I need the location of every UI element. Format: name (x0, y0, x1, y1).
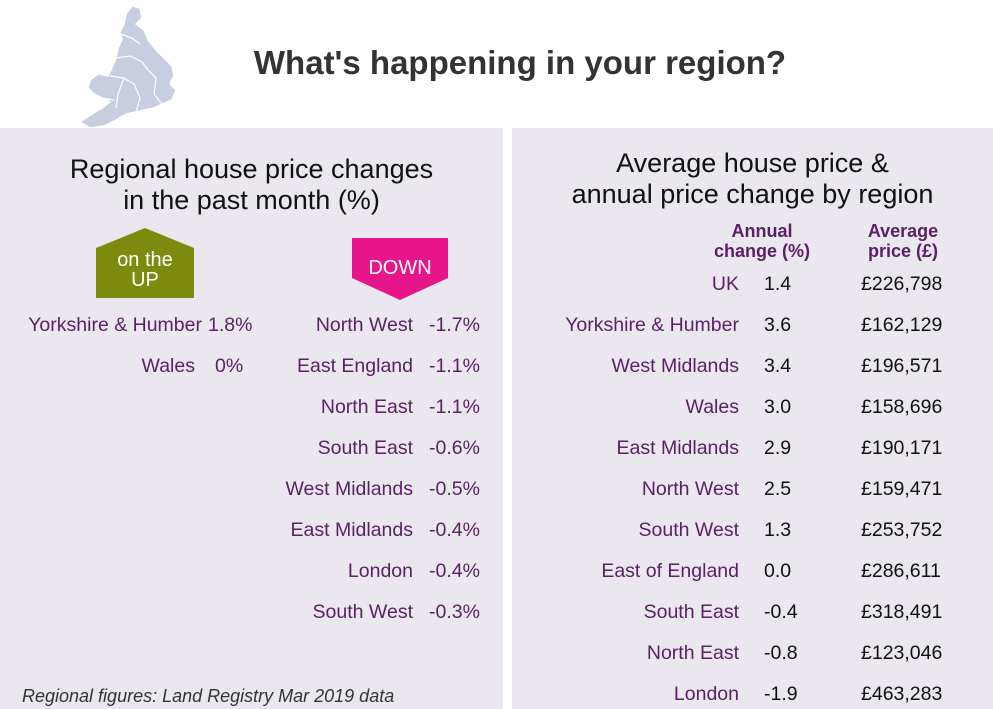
down-row: South West -0.3% (0, 601, 503, 625)
up-row-value: 1.8% (208, 314, 253, 336)
table-row-region: North West (641, 478, 739, 500)
table-row: South East -0.4 £318,491 (512, 601, 993, 625)
page-title: What's happening in your region? (253, 44, 787, 81)
annual-change-title-line1: Average house price & (616, 148, 889, 178)
table-row-average-price: £196,571 (861, 355, 943, 377)
table-row-region: Yorkshire & Humber (565, 314, 739, 336)
monthly-change-title-line1: Regional house price changes (69, 154, 434, 184)
table-row-average-price: £463,283 (861, 683, 943, 705)
table-row: South West 1.3 £253,752 (512, 519, 993, 543)
annual-header-line1: Annual (731, 221, 793, 241)
table-row-average-price: £286,611 (861, 560, 941, 582)
down-row: West Midlands -0.5% (0, 478, 503, 502)
table-row: London -1.9 £463,283 (512, 683, 993, 707)
annual-change-title-line2: annual price change by region (571, 179, 934, 209)
table-row-average-price: £253,752 (861, 519, 943, 541)
down-row-value: -0.3% (429, 601, 480, 623)
england-wales-map-icon (74, 4, 198, 130)
average-price-column-header: Average price (£) (842, 221, 964, 261)
table-row-region: Wales (685, 396, 739, 418)
annual-header-line2: change (%) (713, 241, 810, 261)
down-row: North West -1.7% (0, 314, 503, 338)
down-label: DOWN (368, 257, 432, 279)
down-row-value: -0.5% (429, 478, 480, 500)
table-row-region: East of England (601, 560, 739, 582)
down-row-value: -0.4% (429, 560, 480, 582)
table-row-annual-change: 2.9 (764, 437, 792, 459)
table-row-region: South West (638, 519, 739, 541)
table-row-annual-change: 3.6 (764, 314, 792, 336)
down-row-region: South East (317, 437, 413, 459)
table-row-annual-change: -1.9 (764, 683, 798, 705)
monthly-change-title: Regional house price changes in the past… (0, 154, 503, 216)
table-row: Wales 3.0 £158,696 (512, 396, 993, 420)
source-note: Regional figures: Land Registry Mar 2019… (22, 686, 395, 706)
table-row-average-price: £123,046 (861, 642, 943, 664)
table-row-average-price: £162,129 (861, 314, 943, 336)
on-the-up-badge: on the UP (96, 228, 194, 298)
down-row-region: South West (312, 601, 413, 623)
monthly-change-title-line2: in the past month (%) (123, 185, 380, 215)
table-row-average-price: £159,471 (861, 478, 943, 500)
table-row-annual-change: 1.4 (764, 273, 792, 295)
up-row: Wales 0% (0, 355, 260, 379)
down-row: London -0.4% (0, 560, 503, 584)
down-row: South East -0.6% (0, 437, 503, 461)
table-row: East Midlands 2.9 £190,171 (512, 437, 993, 461)
up-row-value: 0% (215, 355, 244, 377)
down-row: East Midlands -0.4% (0, 519, 503, 543)
table-row-region: UK (711, 273, 739, 295)
table-row-average-price: £158,696 (861, 396, 943, 418)
table-row-annual-change: 3.0 (764, 396, 792, 418)
table-row-average-price: £318,491 (861, 601, 943, 623)
table-row-average-price: £226,798 (861, 273, 943, 295)
down-row-region: East England (296, 355, 413, 377)
up-label-line2: UP (131, 269, 159, 291)
down-row: North East -1.1% (0, 396, 503, 420)
table-row-region: East Midlands (616, 437, 739, 459)
table-row: West Midlands 3.4 £196,571 (512, 355, 993, 379)
monthly-change-panel: Regional house price changes in the past… (0, 128, 503, 709)
table-row-annual-change: 3.4 (764, 355, 792, 377)
table-row-average-price: £190,171 (861, 437, 943, 459)
table-row-region: London (673, 683, 739, 705)
down-row: East England -1.1% (0, 355, 503, 379)
up-label-line1: on the (117, 249, 173, 271)
annual-change-panel: Average house price & annual price chang… (512, 128, 993, 709)
up-row-region: Yorkshire & Humber (28, 314, 202, 336)
table-row: UK 1.4 £226,798 (512, 273, 993, 297)
down-row-value: -1.1% (429, 355, 480, 377)
average-header-line2: price (£) (867, 241, 939, 261)
table-row-annual-change: 0.0 (764, 560, 792, 582)
down-row-region: North West (315, 314, 413, 336)
table-row: Yorkshire & Humber 3.6 £162,129 (512, 314, 993, 338)
table-row-region: North East (646, 642, 739, 664)
annual-change-column-header: Annual change (%) (702, 221, 822, 261)
table-row: East of England 0.0 £286,611 (512, 560, 993, 584)
down-row-region: North East (320, 396, 413, 418)
table-row-region: South East (643, 601, 739, 623)
table-row-annual-change: 2.5 (764, 478, 792, 500)
down-row-value: -1.7% (429, 314, 480, 336)
down-row-value: -1.1% (429, 396, 480, 418)
down-row-value: -0.6% (429, 437, 480, 459)
down-row-value: -0.4% (429, 519, 480, 541)
down-row-region: London (347, 560, 413, 582)
average-header-line1: Average (867, 221, 939, 241)
up-row-region: Wales (141, 355, 195, 377)
table-row-annual-change: -0.8 (764, 642, 798, 664)
table-row-annual-change: -0.4 (764, 601, 798, 623)
table-row-region: West Midlands (611, 355, 739, 377)
down-row-region: East Midlands (290, 519, 413, 541)
up-row: Yorkshire & Humber 1.8% (0, 314, 260, 338)
annual-change-title: Average house price & annual price chang… (512, 148, 993, 210)
table-row: North West 2.5 £159,471 (512, 478, 993, 502)
table-row-annual-change: 1.3 (764, 519, 792, 541)
down-row-region: West Midlands (285, 478, 413, 500)
table-row: North East -0.8 £123,046 (512, 642, 993, 666)
down-badge: DOWN (352, 238, 448, 300)
